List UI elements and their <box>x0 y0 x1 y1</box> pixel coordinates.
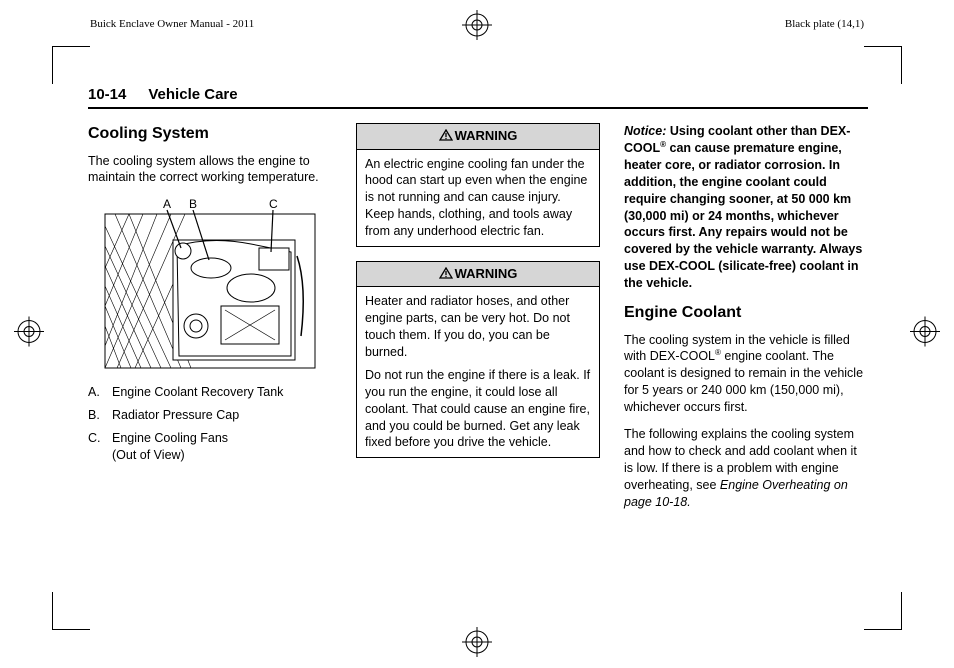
columns: Cooling System The cooling system allows… <box>88 123 868 520</box>
engine-coolant-heading: Engine Coolant <box>624 302 868 324</box>
column-2: WARNING An electric engine cooling fan u… <box>356 123 600 520</box>
warning-icon <box>439 266 453 284</box>
list-label: B. <box>88 407 112 424</box>
warning-text: Do not run the engine if there is a leak… <box>365 367 591 451</box>
registration-mark-right <box>910 317 940 352</box>
header-right: Black plate (14,1) <box>785 18 864 30</box>
engine-coolant-p2: The following explains the cooling syste… <box>624 426 868 510</box>
list-item: C. Engine Cooling Fans (Out of View) <box>88 430 332 464</box>
warning-header: WARNING <box>357 262 599 288</box>
list-text: Radiator Pressure Cap <box>112 407 239 424</box>
crop-mark <box>864 46 902 84</box>
notice-paragraph: Notice: Using coolant other than DEX-COO… <box>624 123 868 292</box>
warning-body: Heater and radiator hoses, and other eng… <box>357 287 599 457</box>
list-item: A. Engine Coolant Recovery Tank <box>88 384 332 401</box>
list-text-line1: Engine Cooling Fans <box>112 431 228 445</box>
notice-text-rest: can cause premature engine, heater core,… <box>624 141 862 290</box>
header-left: Buick Enclave Owner Manual - 2011 <box>90 18 254 30</box>
section-title: Vehicle Care <box>148 86 237 103</box>
warning-icon <box>439 128 453 146</box>
registration-mark-bottom <box>462 627 492 662</box>
list-text: Engine Cooling Fans (Out of View) <box>112 430 228 464</box>
figure-label-b: B <box>189 197 197 211</box>
section-header: 10-14 Vehicle Care <box>88 86 868 109</box>
engine-coolant-p1: The cooling system in the vehicle is fil… <box>624 332 868 417</box>
list-item: B. Radiator Pressure Cap <box>88 407 332 424</box>
crop-mark <box>52 46 90 84</box>
warning-title: WARNING <box>455 128 518 143</box>
column-3: Notice: Using coolant other than DEX-COO… <box>624 123 868 520</box>
cooling-system-intro: The cooling system allows the engine to … <box>88 153 332 187</box>
crop-mark <box>864 592 902 630</box>
column-1: Cooling System The cooling system allows… <box>88 123 332 520</box>
section-number: 10-14 <box>88 86 126 103</box>
figure-legend-list: A. Engine Coolant Recovery Tank B. Radia… <box>88 384 332 464</box>
notice-label: Notice: <box>624 124 666 138</box>
engine-figure: A B C <box>101 196 319 372</box>
crop-mark <box>52 592 90 630</box>
page-area: 10-14 Vehicle Care Cooling System The coo… <box>88 86 868 520</box>
list-label: A. <box>88 384 112 401</box>
warning-body: An electric engine cooling fan under the… <box>357 150 599 246</box>
figure-label-c: C <box>269 197 278 211</box>
registration-mark-left <box>14 317 44 352</box>
list-text: Engine Coolant Recovery Tank <box>112 384 283 401</box>
cooling-system-heading: Cooling System <box>88 123 332 145</box>
figure-label-a: A <box>163 197 171 211</box>
warning-text: An electric engine cooling fan under the… <box>365 156 591 240</box>
list-label: C. <box>88 430 112 464</box>
warning-header: WARNING <box>357 124 599 150</box>
list-text-line2: (Out of View) <box>112 448 185 462</box>
warning-box-2: WARNING Heater and radiator hoses, and o… <box>356 261 600 458</box>
warning-title: WARNING <box>455 266 518 281</box>
warning-text: Heater and radiator hoses, and other eng… <box>365 293 591 361</box>
registration-mark-top <box>462 10 492 45</box>
warning-box-1: WARNING An electric engine cooling fan u… <box>356 123 600 247</box>
